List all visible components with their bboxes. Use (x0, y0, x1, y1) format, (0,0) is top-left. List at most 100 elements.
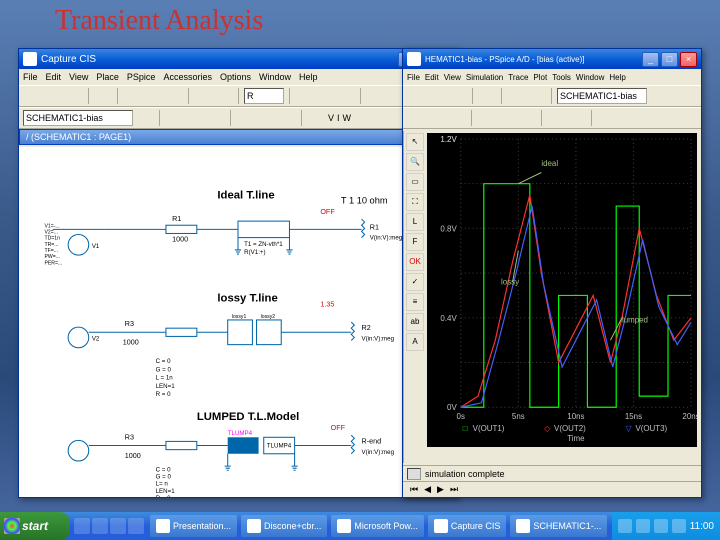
ptool2-l-icon[interactable] (659, 109, 677, 127)
task-powerpoint[interactable]: Microsoft Pow... (331, 515, 424, 537)
pvtool-mark-icon[interactable]: ✓ (406, 273, 424, 291)
toolbar-zoom-out-icon[interactable] (316, 87, 334, 105)
toolbar-cut-icon[interactable] (123, 87, 141, 105)
ptool-new-icon[interactable] (407, 87, 425, 105)
pmenu-file[interactable]: File (407, 73, 420, 82)
menu-view[interactable]: View (69, 72, 88, 82)
ptool2-a-icon[interactable] (407, 109, 425, 127)
ptool-run-icon[interactable] (507, 87, 525, 105)
ptool-print-icon[interactable] (478, 87, 496, 105)
nav-next-icon[interactable]: ▶ (434, 484, 447, 495)
pvtool-fft-icon[interactable]: F (406, 233, 424, 251)
ptool2-j-icon[interactable] (617, 109, 635, 127)
ql-ie-icon[interactable] (74, 518, 90, 534)
tool-i-icon[interactable] (354, 109, 372, 127)
task-discone[interactable]: Discone+cbr... (241, 515, 327, 537)
schematic-combo[interactable] (23, 110, 133, 126)
ptool2-d-icon[interactable] (477, 109, 495, 127)
ptool2-g-icon[interactable] (547, 109, 565, 127)
tray-icon-3[interactable] (654, 519, 668, 533)
pvtool-text-icon[interactable]: ab (406, 313, 424, 331)
pvtool-label-icon[interactable]: A (406, 333, 424, 351)
tray-icon-1[interactable] (618, 519, 632, 533)
tool-c-icon[interactable] (186, 109, 204, 127)
ql-desktop-icon[interactable] (92, 518, 108, 534)
pvtool-zoomarea-icon[interactable]: ▭ (406, 173, 424, 191)
ptool2-c-icon[interactable] (448, 109, 466, 127)
ptool2-m-icon[interactable] (679, 109, 697, 127)
task-capture[interactable]: Capture CIS (428, 515, 507, 537)
tool-d-icon[interactable] (207, 109, 225, 127)
pvtool-zoomfit-icon[interactable]: ⛶ (406, 193, 424, 211)
pspice-close-button[interactable]: × (680, 52, 697, 67)
task-schematic[interactable]: SCHEMATIC1-... (510, 515, 607, 537)
pvtool-zoom-icon[interactable]: 🔍 (406, 153, 424, 171)
svg-text:G = 0: G = 0 (156, 473, 172, 480)
waveform-plot[interactable]: 0V0.4V0.8V1.2V0s5ns10ns15ns20ns□V(OUT1)◇… (427, 133, 697, 447)
pvtool-eval-icon[interactable]: ≡ (406, 293, 424, 311)
nav-first-icon[interactable]: ⏮ (407, 484, 421, 495)
pvtool-cursor-icon[interactable]: ↖ (406, 133, 424, 151)
pvtool-ok-icon[interactable]: OK (406, 253, 424, 271)
pmenu-view[interactable]: View (444, 73, 461, 82)
pvtool-log-icon[interactable]: L (406, 213, 424, 231)
menu-file[interactable]: File (23, 72, 38, 82)
tray-icon-2[interactable] (636, 519, 650, 533)
pspice-schematic-combo[interactable] (557, 88, 647, 104)
zoom-input[interactable] (244, 88, 284, 104)
ptool2-k-icon[interactable] (638, 109, 656, 127)
toolbar-zoom-fit-icon[interactable] (337, 87, 355, 105)
ql-firefox-icon[interactable] (110, 518, 126, 534)
ptool2-b-icon[interactable] (428, 109, 446, 127)
ptool2-f-icon[interactable] (519, 109, 537, 127)
ql-media-icon[interactable] (128, 518, 144, 534)
toolbar-undo-icon[interactable] (194, 87, 212, 105)
nav-last-icon[interactable]: ⏭ (447, 484, 461, 495)
ptool-save-icon[interactable] (449, 87, 467, 105)
pspice-minimize-button[interactable]: _ (642, 52, 659, 67)
nav-prev-icon[interactable]: ◀ (421, 484, 434, 495)
ptool2-i-icon[interactable] (597, 109, 615, 127)
pmenu-edit[interactable]: Edit (425, 73, 439, 82)
pmenu-plot[interactable]: Plot (533, 73, 547, 82)
tray-icon-4[interactable] (672, 519, 686, 533)
task-presentation[interactable]: Presentation... (150, 515, 237, 537)
schematic-subwindow-title[interactable]: / (SCHEMATIC1 : PAGE1) _ □ × (19, 129, 457, 145)
pmenu-window[interactable]: Window (576, 73, 604, 82)
toolbar-open-icon[interactable] (44, 87, 62, 105)
pmenu-tools[interactable]: Tools (552, 73, 571, 82)
tool-g-icon[interactable] (278, 109, 296, 127)
menu-help[interactable]: Help (299, 72, 318, 82)
pmenu-trace[interactable]: Trace (508, 73, 528, 82)
menu-options[interactable]: Options (220, 72, 251, 82)
ptool-open-icon[interactable] (428, 87, 446, 105)
tool-e-icon[interactable] (236, 109, 254, 127)
toolbar-copy-icon[interactable] (144, 87, 162, 105)
schematic-canvas[interactable]: Ideal T.line T 1 10 ohm OFF V1 V1=-... V… (19, 147, 457, 497)
pspice-maximize-button[interactable]: □ (661, 52, 678, 67)
toolbar-paste-icon[interactable] (165, 87, 183, 105)
menu-accessories[interactable]: Accessories (163, 72, 212, 82)
capture-titlebar[interactable]: Capture CIS _ □ × (19, 49, 457, 69)
menu-pspice[interactable]: PSpice (127, 72, 156, 82)
toolbar-zoom-in-icon[interactable] (295, 87, 313, 105)
pmenu-simulation[interactable]: Simulation (466, 73, 503, 82)
menu-place[interactable]: Place (96, 72, 119, 82)
toolbar-print-icon[interactable] (94, 87, 112, 105)
pspice-titlebar[interactable]: HEMATIC1-bias - PSpice A/D - [bias (acti… (403, 49, 701, 69)
ptool2-e-icon[interactable] (498, 109, 516, 127)
tool-h-icon[interactable] (307, 109, 325, 127)
pmenu-help[interactable]: Help (609, 73, 625, 82)
toolbar-new-icon[interactable] (23, 87, 41, 105)
toolbar-marker-v-icon[interactable] (366, 87, 384, 105)
menu-edit[interactable]: Edit (46, 72, 62, 82)
tool-a-icon[interactable] (136, 109, 154, 127)
toolbar-redo-icon[interactable] (215, 87, 233, 105)
ptool-pause-icon[interactable] (528, 87, 546, 105)
toolbar-save-icon[interactable] (65, 87, 83, 105)
start-button[interactable]: start (0, 512, 70, 540)
ptool2-h-icon[interactable] (568, 109, 586, 127)
tool-b-icon[interactable] (165, 109, 183, 127)
menu-window[interactable]: Window (259, 72, 291, 82)
tool-f-icon[interactable] (257, 109, 275, 127)
